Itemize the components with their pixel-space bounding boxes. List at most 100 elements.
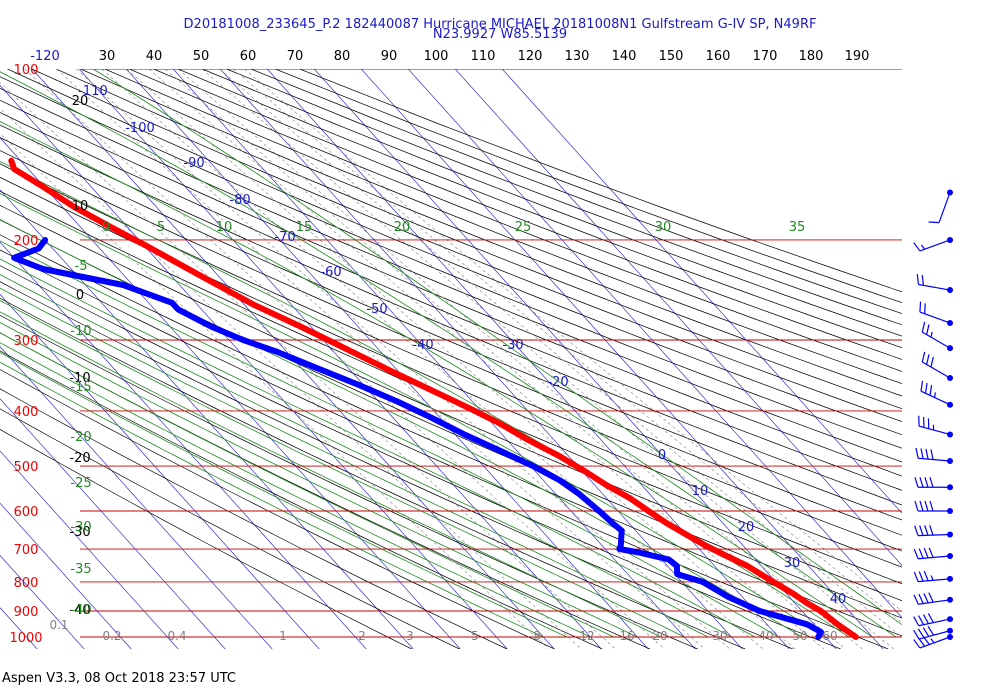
wind-barb-column — [913, 189, 953, 649]
moist-adiabat-label: -35 — [70, 562, 91, 577]
isotherm-label: -20 — [547, 375, 568, 390]
wind-barb-staff — [920, 390, 951, 406]
mixing-ratio-label: 2 — [358, 629, 366, 643]
mixing-ratio-label: 3 — [406, 629, 414, 643]
isotherm-label: 0 — [658, 448, 666, 463]
isotherm-line — [313, 69, 837, 649]
moist-adiabat-label: -15 — [70, 380, 91, 395]
dry-adiabat-line — [0, 369, 555, 649]
moist-adiabat-label: 20 — [394, 220, 411, 235]
isotherm-line — [172, 69, 696, 649]
top-axis-tick-label: 140 — [612, 49, 637, 64]
wind-barb-flag — [918, 593, 924, 604]
moist-adiabat-line — [0, 218, 803, 638]
wind-barb-half-flag — [930, 575, 934, 581]
top-axis-tick-label: 30 — [99, 49, 116, 64]
wind-barb-flag — [924, 382, 928, 394]
moist-adiabat-line — [0, 71, 897, 638]
wind-barb-flag — [927, 625, 935, 636]
dry-adiabat-line — [0, 249, 889, 649]
chart-subtitle: N23.9927 W85.5139 — [432, 27, 568, 42]
wind-barb-staff — [918, 618, 951, 627]
top-axis-tick-label: 50 — [193, 49, 210, 64]
isotherm-label: -50 — [366, 302, 387, 317]
wind-barb-flag — [926, 324, 930, 335]
isotherm-line — [0, 137, 461, 649]
wind-barb-staff — [921, 331, 951, 349]
mixing-ratio-line — [0, 133, 550, 649]
isotherm-label: -60 — [320, 265, 341, 280]
isotherm-label: 20 — [738, 520, 755, 535]
mixing-ratio-label: 50 — [792, 629, 807, 643]
top-axis-tick-label: 100 — [424, 49, 449, 64]
mixing-ratio-label: 5 — [471, 629, 479, 643]
wind-barb-flag — [913, 548, 919, 559]
dry-adiabat-line — [7, 69, 902, 436]
potential-temp-label: -30 — [69, 525, 90, 540]
pressure-tick-label: 200 — [14, 234, 39, 249]
dry-adiabat-line — [0, 234, 902, 637]
dry-adiabat-line — [250, 69, 902, 315]
moist-adiabat-label: -30 — [70, 520, 91, 535]
isotherm-line — [407, 69, 902, 619]
pressure-tick-label: 600 — [14, 505, 39, 520]
wind-barb-flag — [929, 525, 934, 536]
top-axis-tick-label: 90 — [381, 49, 398, 64]
isotherm-label: 10 — [692, 484, 709, 499]
isotherm-line — [454, 69, 902, 566]
top-axis-tick-label: 110 — [471, 49, 496, 64]
mixing-ratio-line — [75, 69, 731, 649]
isotherm-label: -40 — [412, 338, 433, 353]
moist-adiabat-line — [0, 240, 779, 638]
moist-adiabat-line — [0, 361, 544, 638]
wind-barb-flag — [923, 593, 929, 604]
mixing-ratio-line — [244, 69, 902, 612]
moist-adiabat-line — [0, 287, 709, 638]
moist-adiabat-line — [0, 121, 873, 638]
dry-adiabat-line — [0, 429, 412, 649]
potential-temp-label: 20 — [72, 94, 89, 109]
wind-barb-flag — [928, 221, 940, 224]
mixing-ratio-line — [148, 69, 825, 649]
moist-adiabat-label: -5 — [75, 259, 88, 274]
mixing-ratio-label: 0.1 — [49, 618, 68, 632]
dry-adiabat-line — [0, 388, 508, 649]
moist-adiabat-line — [0, 311, 662, 638]
dewpoint-line — [11, 237, 824, 640]
potential-temp-label: 0 — [76, 288, 84, 303]
dry-adiabat-line — [226, 69, 902, 326]
isotherm-label: 40 — [830, 592, 847, 607]
pressure-tick-label: 100 — [14, 63, 39, 78]
moist-adiabat-line — [0, 300, 685, 638]
wind-barb-flag — [914, 477, 919, 488]
wind-barb-flag — [929, 500, 934, 512]
mixing-ratio-line — [56, 69, 705, 649]
moist-adiabat-label: 10 — [216, 220, 233, 235]
mixing-ratio-label: 30 — [712, 629, 727, 643]
wind-barb-flag — [925, 448, 929, 460]
wind-barb-flag — [918, 615, 925, 626]
wind-barb-staff — [919, 239, 951, 252]
isotherm-line — [0, 84, 508, 649]
wind-barb-flag — [913, 616, 920, 627]
isotherm-label: -110 — [78, 84, 108, 99]
dry-adiabat-line — [56, 69, 902, 410]
wind-barb-staff — [921, 361, 951, 379]
wind-barb-half-flag — [930, 331, 933, 338]
dry-adiabat-line — [0, 87, 902, 463]
top-axis-tick-label: 70 — [287, 49, 304, 64]
wind-barb-flag — [918, 571, 924, 582]
dry-adiabat-line — [31, 69, 902, 423]
moist-adiabat-label: 5 — [157, 220, 165, 235]
mixing-ratio-line — [232, 69, 902, 624]
dry-adiabat-line — [0, 314, 698, 649]
wind-barb-flag — [930, 449, 934, 460]
dry-adiabat-line — [0, 76, 902, 449]
wind-barb-flag — [924, 477, 929, 488]
top-axis-tick-label: 130 — [565, 49, 590, 64]
wind-barb-flag — [924, 500, 929, 512]
mixing-ratio-label: 1 — [279, 629, 287, 643]
wind-barb-staff — [938, 192, 951, 223]
